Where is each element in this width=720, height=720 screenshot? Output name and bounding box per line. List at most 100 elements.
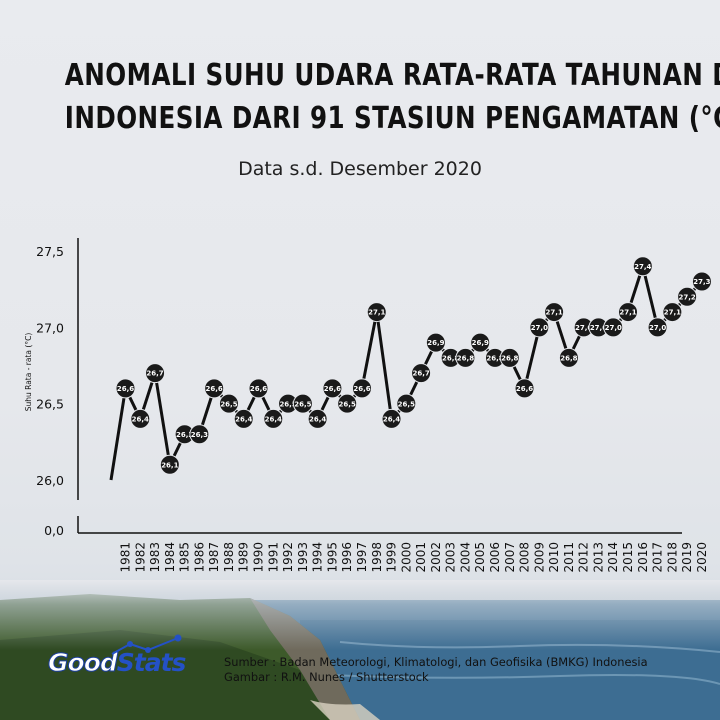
logo-good-text: Good	[48, 648, 119, 678]
data-point	[470, 332, 491, 353]
x-tick-label: 2014	[606, 542, 620, 573]
x-tick-label: 1991	[266, 542, 280, 573]
x-tick-label: 2009	[532, 542, 546, 573]
data-point	[366, 302, 387, 323]
goodstats-logo: GoodStats	[48, 634, 187, 678]
data-point	[263, 408, 284, 429]
data-point	[647, 317, 668, 338]
x-tick-label: 2015	[621, 542, 635, 573]
data-label: 26,5	[294, 400, 311, 408]
x-tick-label: 2000	[399, 542, 413, 573]
data-point	[233, 408, 254, 429]
x-tick-label: 2007	[503, 542, 517, 573]
data-point	[396, 393, 417, 414]
series-line	[109, 260, 703, 481]
line-chart: 0,0 26,0 26,5 27,0 27,5 Suhu Rata - rata (°C)…	[24, 238, 712, 573]
y-tick-label: 27,5	[36, 244, 64, 259]
data-label: 26,8	[486, 354, 503, 362]
data-label: 26,4	[265, 416, 282, 424]
data-point	[499, 347, 520, 368]
x-tick-label: 1983	[148, 542, 162, 573]
data-point	[115, 378, 136, 399]
x-tick-label: 2012	[577, 542, 591, 573]
image-credit-text: Gambar : R.M. Nunes / Shutterstock	[224, 670, 429, 684]
x-tick-label: 1994	[311, 542, 325, 573]
data-label: 26,5	[279, 400, 296, 408]
data-label: 26,8	[442, 354, 459, 362]
data-point	[411, 363, 432, 384]
data-point	[529, 317, 550, 338]
data-label: 26,3	[176, 431, 193, 439]
data-point	[322, 378, 343, 399]
chart-title: ANOMALI SUHU UDARA RATA-RATA TAHUNAN DI …	[65, 54, 720, 140]
data-label: 27,0	[590, 324, 607, 332]
data-label: 27,0	[575, 324, 592, 332]
source-text: Sumber : Badan Meteorologi, Klimatologi,…	[224, 655, 648, 669]
data-point	[558, 347, 579, 368]
x-tick-label: 1993	[296, 542, 310, 573]
data-label: 26,4	[235, 416, 252, 424]
x-tick-label: 1985	[178, 542, 192, 573]
data-label: 26,5	[398, 400, 415, 408]
data-point	[337, 393, 358, 414]
data-label: 26,9	[427, 339, 444, 347]
x-tick-label: 2020	[695, 542, 709, 573]
logo-stats-text: Stats	[116, 648, 187, 677]
data-label: 26,5	[220, 400, 237, 408]
data-point	[351, 378, 372, 399]
data-label: 27,3	[693, 278, 710, 286]
data-label: 26,4	[383, 416, 400, 424]
data-label: 27,1	[545, 309, 562, 317]
x-tick-label: 2019	[680, 542, 694, 573]
data-label: 26,6	[250, 385, 267, 393]
x-tick-label: 1998	[370, 542, 384, 573]
data-label: 27,1	[368, 309, 385, 317]
data-label: 26,9	[472, 339, 489, 347]
data-label: 26,6	[353, 385, 370, 393]
x-tick-label: 2018	[665, 542, 679, 573]
data-point	[662, 302, 683, 323]
y-tick-label: 26,5	[36, 397, 64, 412]
x-tick-label: 2011	[562, 542, 576, 573]
data-label: 27,0	[605, 324, 622, 332]
data-label: 26,8	[457, 354, 474, 362]
data-point	[204, 378, 225, 399]
data-point	[145, 363, 166, 384]
x-tick-label: 1999	[385, 542, 399, 573]
x-tick-label: 1987	[207, 542, 221, 573]
logo-network-icon	[111, 634, 182, 655]
y-tick-label: 26,0	[36, 473, 64, 488]
x-tick-label: 2002	[429, 542, 443, 573]
x-tick-label: 2003	[444, 542, 458, 573]
x-tick-label: 1986	[192, 542, 206, 573]
data-point	[603, 317, 624, 338]
data-point	[632, 256, 653, 277]
x-tick-label: 1992	[281, 542, 295, 573]
chart-subtitle: Data s.d. Desember 2020	[238, 158, 482, 180]
x-tick-label: 2017	[651, 542, 665, 573]
data-label: 27,2	[678, 293, 695, 301]
source-credits: Sumber : Badan Meteorologi, Klimatologi,…	[224, 655, 648, 685]
x-tick-label: 1988	[222, 542, 236, 573]
data-label: 27,4	[634, 263, 651, 271]
y-tick-label: 27,0	[36, 320, 64, 335]
x-tick-label: 2010	[547, 542, 561, 573]
data-point	[544, 302, 565, 323]
data-label: 26,4	[132, 416, 149, 424]
data-point	[677, 286, 698, 307]
data-label: 26,8	[501, 354, 518, 362]
y-tick-label: 0,0	[44, 523, 64, 538]
data-label: 27,1	[664, 309, 681, 317]
x-tick-label: 2001	[414, 542, 428, 573]
data-label: 26,6	[324, 385, 341, 393]
data-point	[130, 408, 151, 429]
data-point	[248, 378, 269, 399]
x-tick-label: 2004	[458, 542, 472, 573]
x-tick-label: 1996	[340, 542, 354, 573]
data-label: 26,6	[206, 385, 223, 393]
data-point	[455, 347, 476, 368]
data-label: 26,4	[309, 416, 326, 424]
data-label: 26,8	[560, 354, 577, 362]
data-point	[218, 393, 239, 414]
x-tick-label: 2016	[636, 542, 650, 573]
